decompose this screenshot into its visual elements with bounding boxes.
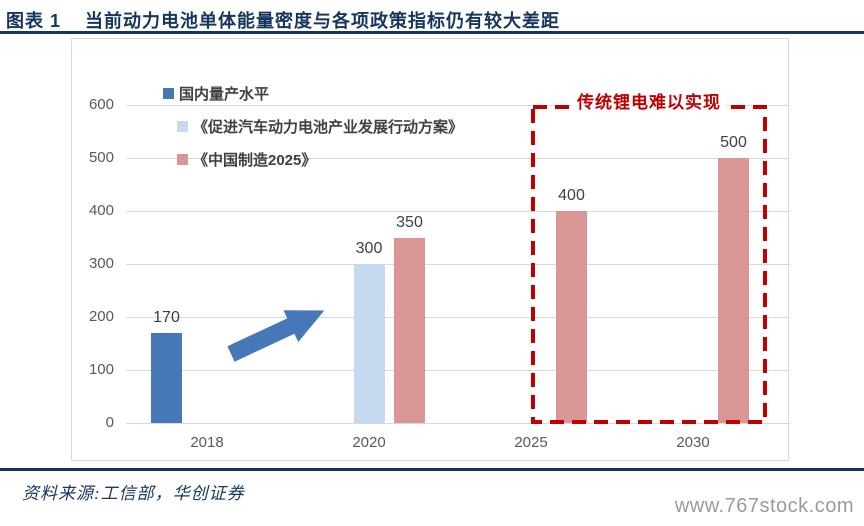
- y-axis-tick-label: 300: [88, 255, 114, 272]
- gridline: [126, 370, 790, 371]
- y-axis-tick-label: 500: [88, 149, 114, 166]
- value-label-2020-series1: 300: [355, 240, 383, 257]
- legend-item-domestic: 国内量产水平: [163, 83, 269, 104]
- gridline: [126, 105, 790, 106]
- x-axis-label-2020: 2020: [352, 434, 386, 451]
- y-axis-tick-label: 100: [88, 361, 114, 378]
- website-watermark: www.767stock.com: [674, 495, 854, 517]
- chart-title: 当前动力电池单体能量密度与各项政策指标仍有较大差距: [85, 11, 561, 31]
- y-axis-tick-label: 200: [88, 308, 114, 325]
- legend-swatch-made-in-china-2025: [177, 154, 188, 165]
- legend-swatch-domestic: [163, 88, 174, 99]
- gridline: [126, 264, 790, 265]
- figure-label: 图表 1: [6, 11, 62, 31]
- y-axis-tick-label: 400: [88, 202, 114, 219]
- value-label-2030-series2: 500: [720, 134, 747, 151]
- legend-swatch-action-plan: [177, 121, 188, 132]
- value-label-2025-series2: 400: [558, 187, 585, 204]
- gridline: [126, 317, 790, 318]
- y-axis-tick-label: 600: [88, 96, 114, 113]
- bar-2025-series2: [556, 211, 587, 423]
- y-axis-tick-label: 0: [105, 414, 114, 431]
- gridline: [126, 211, 790, 212]
- bar-2018-series0: [151, 332, 182, 423]
- legend-item-made-in-china-2025: 《中国制造2025》: [177, 149, 316, 170]
- legend-label-domestic: 国内量产水平: [179, 86, 270, 103]
- legend-item-action-plan: 《促进汽车动力电池产业发展行动方案》: [177, 116, 463, 137]
- gridline: [126, 423, 790, 424]
- source-note: 资料来源:工信部，华创证券: [22, 484, 245, 503]
- gridline: [126, 158, 790, 159]
- bar-2030-series2: [718, 158, 749, 423]
- annotation-label: 传统锂电难以实现: [531, 88, 767, 113]
- chart-plot-area: 0 100 200 300 400 500 600 170 300 350 400 500 2018…: [71, 38, 790, 461]
- title-divider-line: [0, 31, 864, 34]
- annotation-text: 传统锂电难以实现: [572, 88, 726, 113]
- bar-2020-series2: [394, 237, 425, 423]
- x-axis-label-2025: 2025: [514, 434, 548, 451]
- value-label-2018-series0: 170: [153, 308, 180, 326]
- x-axis-label-2018: 2018: [190, 434, 224, 451]
- footer-divider-line: [0, 468, 864, 471]
- bar-2020-series1: [353, 264, 385, 423]
- figure-title: 图表 1 当前动力电池单体能量密度与各项政策指标仍有较大差距: [6, 7, 560, 33]
- legend-label-made-in-china-2025: 《中国制造2025》: [193, 152, 317, 169]
- x-axis-label-2030: 2030: [676, 434, 710, 451]
- legend-label-action-plan: 《促进汽车动力电池产业发展行动方案》: [193, 119, 464, 136]
- value-label-2020-series2: 350: [396, 213, 423, 231]
